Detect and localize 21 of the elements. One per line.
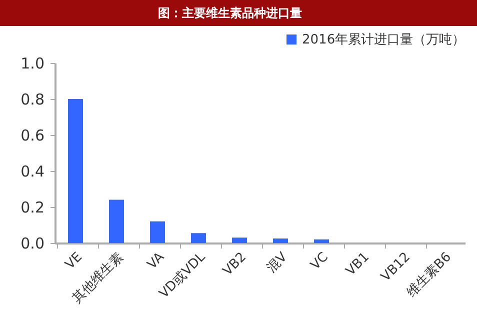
bar	[273, 238, 288, 243]
y-tick-label: 0.4	[20, 162, 44, 180]
bar	[314, 239, 329, 243]
y-tick-label: 0.2	[20, 198, 44, 216]
y-tick-label: 1.0	[20, 54, 44, 72]
x-tick-label: VC	[308, 250, 332, 274]
x-tick-label: VB1	[343, 250, 372, 279]
bar	[150, 221, 165, 243]
legend-label: 2016年累计进口量（万吨）	[302, 32, 466, 48]
y-tick-label: 0.8	[20, 90, 44, 108]
x-tick-label: VB2	[220, 250, 250, 279]
y-tick-label: 0.6	[20, 126, 44, 144]
bar	[191, 233, 206, 243]
x-tick-label: 混V	[264, 250, 290, 276]
y-tick-label: 0.0	[20, 234, 44, 252]
x-tick-label: VE	[62, 250, 86, 272]
bar	[109, 200, 124, 243]
bar	[68, 99, 83, 243]
x-tick-label: VA	[144, 250, 168, 272]
chart-title: 图：主要维生素品种进口量	[158, 6, 302, 20]
bar	[232, 238, 247, 243]
